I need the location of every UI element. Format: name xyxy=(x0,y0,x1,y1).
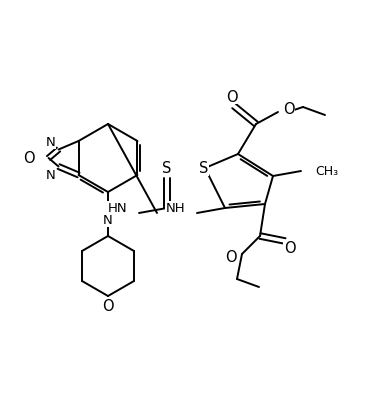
Text: N: N xyxy=(103,214,113,227)
Text: O: O xyxy=(23,151,35,166)
Text: O: O xyxy=(102,299,114,314)
Text: HN: HN xyxy=(107,202,127,215)
Text: O: O xyxy=(283,102,295,117)
Text: N: N xyxy=(46,168,56,182)
Text: CH₃: CH₃ xyxy=(315,165,338,178)
Text: O: O xyxy=(225,250,237,265)
Text: O: O xyxy=(226,89,238,104)
Text: NH: NH xyxy=(165,202,185,215)
Text: S: S xyxy=(162,161,172,176)
Text: S: S xyxy=(199,161,209,176)
Text: N: N xyxy=(46,136,56,149)
Text: O: O xyxy=(284,241,296,256)
